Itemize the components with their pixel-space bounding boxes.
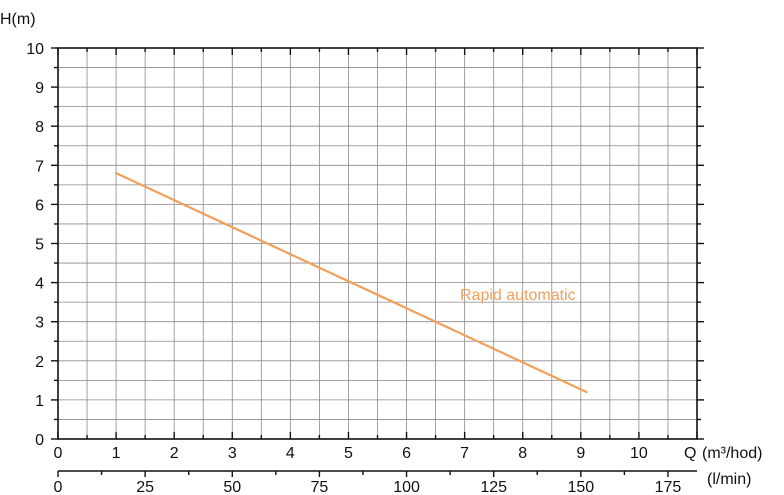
secondary-tick-label: 175	[655, 479, 682, 495]
secondary-x-axis-title: (l/min)	[707, 471, 751, 488]
x-axis-title: Q	[684, 445, 696, 462]
x-axis-unit: (m³/hod)	[702, 445, 762, 462]
y-tick-label: 5	[35, 237, 44, 254]
x-tick-label: 0	[54, 445, 63, 462]
series-layer: Rapid automatic	[114, 172, 588, 394]
x-tick-label: 5	[344, 445, 353, 462]
y-tick-label: 8	[35, 119, 44, 136]
y-tick-label: 6	[35, 197, 44, 214]
y-tick-label: 1	[35, 393, 44, 410]
x-tick-label: 6	[402, 445, 411, 462]
x-tick-label: 8	[518, 445, 527, 462]
series-label: Rapid automatic	[460, 287, 576, 304]
x-tick-label: 1	[112, 445, 121, 462]
x-tick-label: 4	[286, 445, 295, 462]
secondary-tick-label: 75	[311, 479, 329, 495]
x-tick-label: 2	[170, 445, 179, 462]
y-tick-label: 2	[35, 354, 44, 371]
x-tick-label: 7	[460, 445, 469, 462]
y-tick-label: 9	[35, 80, 44, 97]
axis-ticks: 0 1 2 3 4 5 6 7 8 9 10 0 1 2 3 4 5 6 7 8 9 10	[26, 41, 704, 462]
x-tick-label: 10	[630, 445, 648, 462]
secondary-tick-label: 150	[567, 479, 594, 495]
y-tick-label: 0	[35, 432, 44, 449]
y-tick-label: 10	[26, 41, 44, 58]
y-tick-label: 4	[35, 276, 44, 293]
secondary-tick-label: 125	[480, 479, 507, 495]
secondary-tick-label: 50	[223, 479, 241, 495]
secondary-tick-label: 25	[136, 479, 154, 495]
secondary-x-axis: 0 25 50 75 100 125 150 175	[54, 470, 697, 495]
grid	[58, 48, 697, 439]
secondary-tick-label: 100	[393, 479, 420, 495]
secondary-tick-label: 0	[54, 479, 63, 495]
series-line	[114, 172, 588, 394]
y-axis-title: H(m)	[0, 11, 36, 28]
x-tick-label: 9	[576, 445, 585, 462]
y-tick-label: 7	[35, 158, 44, 175]
x-tick-label: 3	[228, 445, 237, 462]
y-tick-label: 3	[35, 315, 44, 332]
